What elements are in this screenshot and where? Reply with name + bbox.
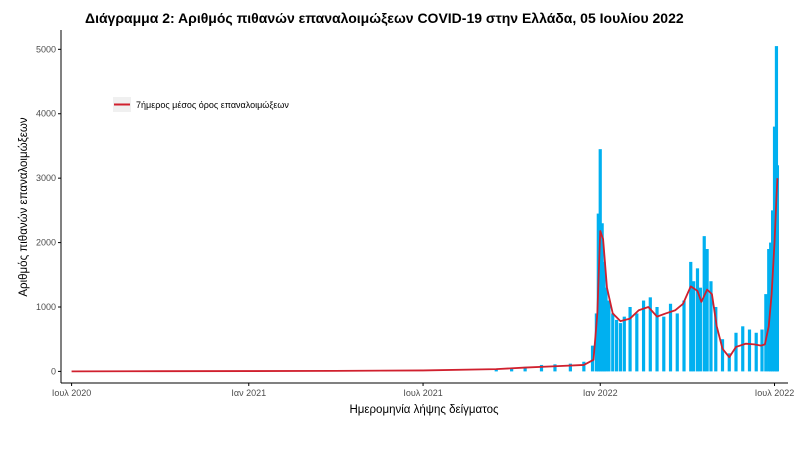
- bar: [582, 361, 586, 372]
- bar: [767, 249, 771, 372]
- bar: [692, 281, 696, 372]
- bar: [741, 326, 745, 372]
- bar: [604, 287, 608, 372]
- bar: [628, 306, 632, 372]
- bars-series: [494, 46, 780, 372]
- bar: [698, 287, 702, 372]
- bar: [590, 345, 595, 372]
- y-tick-label: 5000: [36, 44, 56, 54]
- x-tick-label: Ιουλ 2022: [755, 388, 794, 398]
- chart-title: Διάγραμμα 2: Αριθμός πιθανών επαναλοιμώξ…: [85, 10, 684, 26]
- bar: [662, 316, 666, 372]
- y-axis-ticks: 0 1000 2000 3000 4000 5000: [36, 44, 61, 376]
- bar: [568, 363, 572, 372]
- bar: [600, 223, 604, 372]
- legend: 7ήμερος μέσος όρος επαναλοιμώξεων: [113, 97, 289, 112]
- bar: [682, 300, 686, 372]
- bar: [598, 149, 602, 372]
- legend-label: 7ήμερος μέσος όρος επαναλοιμώξεων: [136, 100, 289, 110]
- bar: [539, 364, 544, 372]
- bar: [709, 281, 713, 372]
- bar: [760, 329, 764, 372]
- bar: [494, 368, 498, 372]
- bar: [607, 300, 611, 372]
- bar: [523, 366, 527, 372]
- x-tick-label: Ιουλ 2020: [52, 388, 91, 398]
- bar: [648, 297, 652, 372]
- bar: [602, 261, 606, 372]
- bar: [689, 261, 693, 372]
- bar: [641, 300, 646, 372]
- bar: [615, 319, 619, 372]
- bar: [714, 306, 718, 372]
- bar: [764, 294, 768, 372]
- moving-average-line: [71, 178, 779, 373]
- bar: [775, 165, 780, 372]
- bar: [747, 329, 752, 372]
- y-tick-label: 1000: [36, 302, 56, 312]
- bar: [695, 268, 700, 372]
- bar: [705, 249, 709, 372]
- y-tick-label: 3000: [36, 173, 56, 183]
- y-axis-title: Αριθμός πιθανών επαναλοιμώξεων: [18, 117, 30, 296]
- y-tick-label: 4000: [36, 109, 56, 119]
- bar: [553, 364, 557, 372]
- moving-average-series: [71, 178, 779, 373]
- y-tick-label: 0: [51, 366, 56, 376]
- bar: [702, 236, 706, 372]
- bar: [618, 323, 623, 372]
- bar: [655, 306, 659, 372]
- bar: [622, 316, 626, 372]
- bar: [754, 332, 758, 372]
- x-axis-ticks: Ιουλ 2020 Ιαν 2021 Ιουλ 2021 Ιαν 2022 Ιουλ 2…: [52, 383, 794, 398]
- y-tick-label: 2000: [36, 238, 56, 248]
- bar: [594, 313, 598, 372]
- bar: [611, 313, 615, 372]
- x-tick-label: Ιαν 2021: [231, 388, 266, 398]
- bar: [734, 332, 738, 372]
- bar: [635, 313, 639, 372]
- bar: [675, 313, 679, 372]
- x-tick-label: Ιουλ 2021: [403, 388, 442, 398]
- bar: [510, 367, 514, 372]
- bar: [668, 303, 673, 372]
- x-axis-title: Ημερομηνία λήψης δείγματος: [349, 404, 499, 416]
- bar: [727, 353, 731, 372]
- bar: [720, 339, 725, 372]
- x-tick-label: Ιαν 2022: [583, 388, 618, 398]
